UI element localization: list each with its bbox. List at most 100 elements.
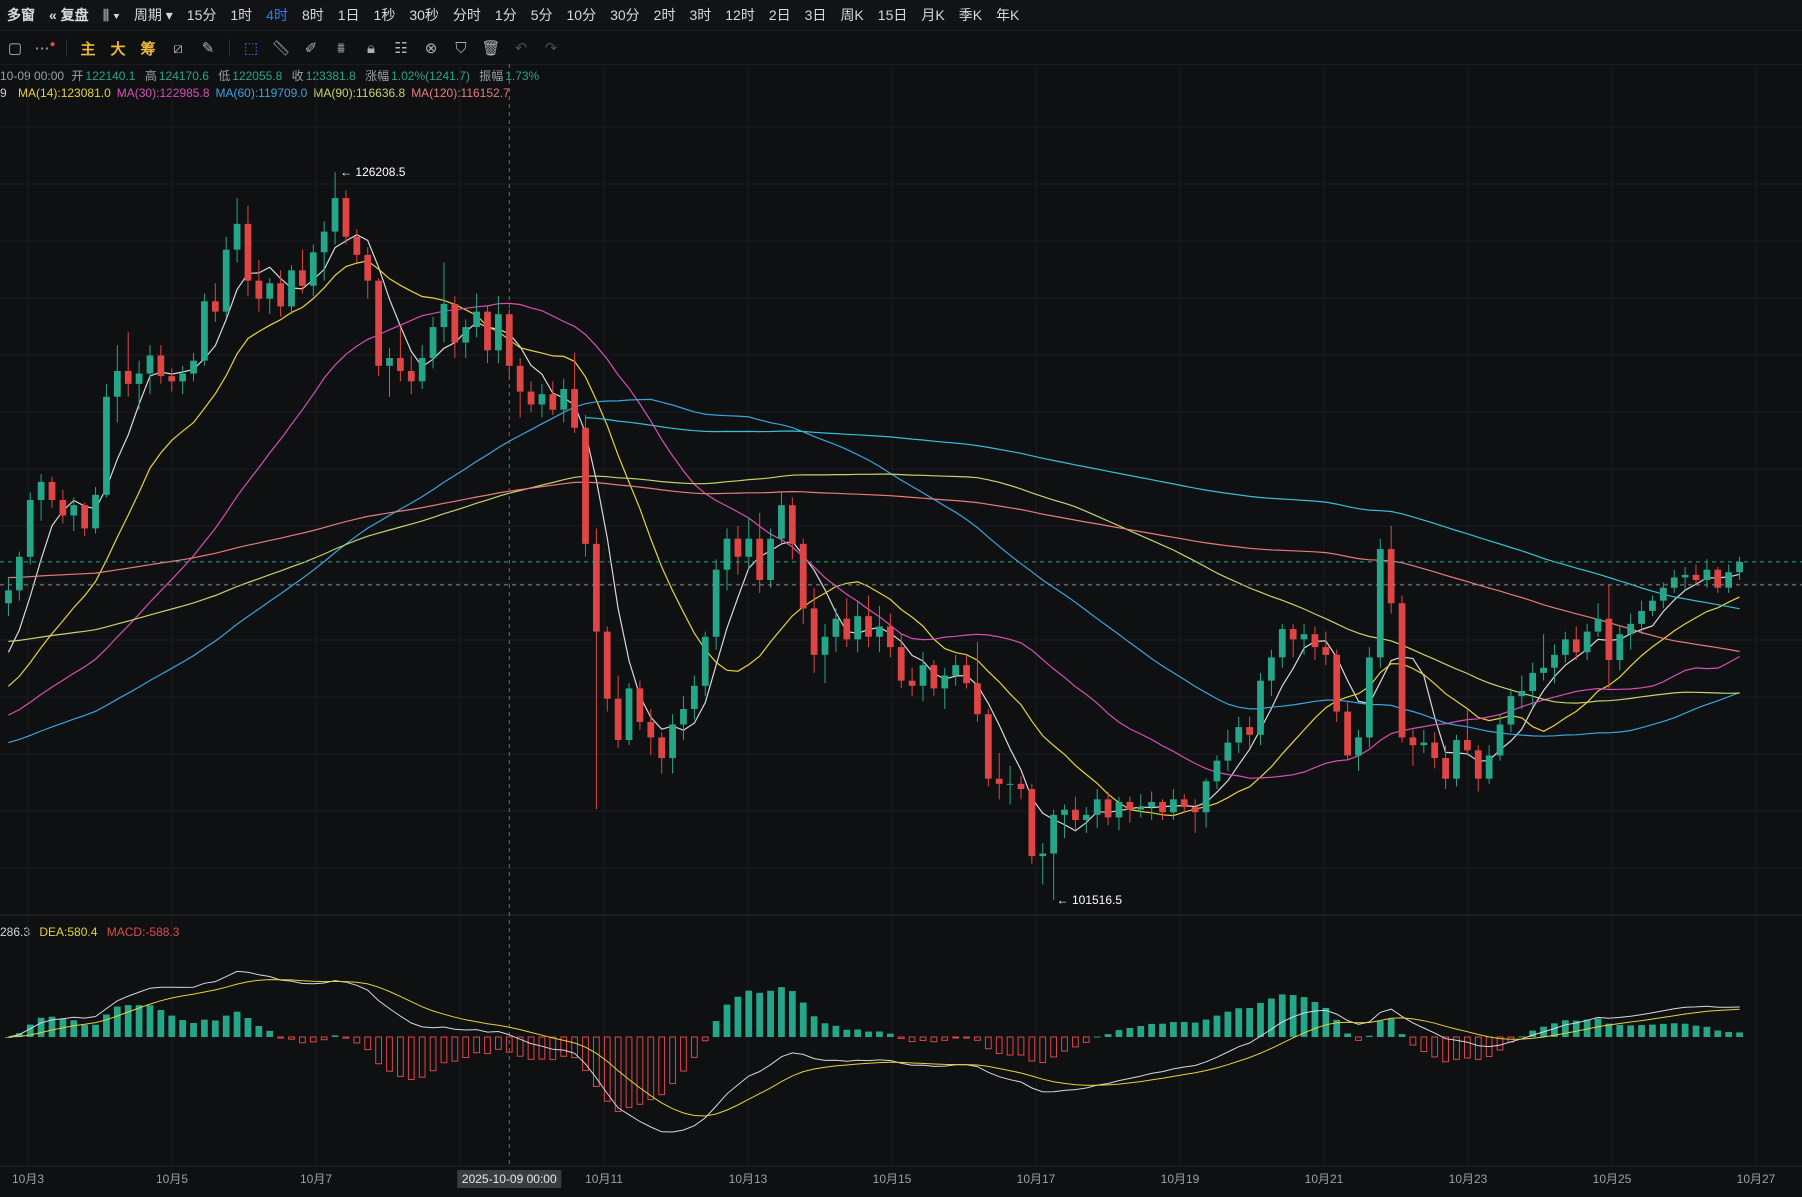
- period-item-11[interactable]: 1分: [494, 7, 517, 23]
- period-item-6[interactable]: 8时: [301, 7, 324, 23]
- candle-body: [843, 618, 851, 640]
- period-item-20[interactable]: 周K: [840, 7, 864, 23]
- macd-bar: [59, 1018, 67, 1037]
- macd-bar: [865, 1031, 872, 1037]
- x-tick-label: 10月19: [1161, 1172, 1200, 1186]
- magnet-icon[interactable]: ⊗: [424, 40, 438, 57]
- period-item-9[interactable]: 30秒: [409, 7, 439, 23]
- draw-icon[interactable]: ⧄: [173, 39, 183, 57]
- candle-body: [1333, 654, 1341, 712]
- candle-body: [440, 303, 448, 328]
- period-item-23[interactable]: 季K: [958, 7, 983, 23]
- amplitude-value: 1.73%: [505, 69, 540, 83]
- redo-icon[interactable]: ↷: [544, 40, 558, 57]
- period-item-22[interactable]: 月K: [921, 7, 945, 23]
- macd-bar: [1093, 1036, 1101, 1038]
- chip-button[interactable]: 筹: [140, 40, 156, 58]
- macd-bar: [1355, 1036, 1362, 1041]
- main-indicator-button[interactable]: 主: [80, 40, 96, 58]
- macd-bar: [778, 987, 785, 1037]
- candle-body: [266, 283, 274, 299]
- candle-body: [5, 590, 12, 604]
- macd-bar: [1148, 1023, 1156, 1037]
- period-item-5[interactable]: 4时: [266, 7, 288, 23]
- brush-icon[interactable]: ✎: [201, 40, 215, 57]
- macd-bar: [1137, 1026, 1145, 1037]
- period-item-19[interactable]: 3日: [804, 7, 827, 23]
- period-item-3[interactable]: 15分: [186, 7, 217, 23]
- macd-bar: [1583, 1019, 1591, 1037]
- period-item-10[interactable]: 分时: [452, 7, 481, 23]
- candle-body: [876, 626, 883, 637]
- macd-bar: [1072, 1036, 1079, 1048]
- cursor-icon[interactable]: ⬚: [243, 40, 259, 57]
- filter-icon[interactable]: ⛉: [455, 39, 467, 57]
- period-item-2[interactable]: 周期 ▾: [133, 7, 173, 23]
- note-icon[interactable]: ☷: [394, 40, 408, 57]
- macd-pane: [5, 970, 1743, 1133]
- period-item-8[interactable]: 1秒: [373, 7, 396, 23]
- candle-body: [255, 280, 263, 299]
- lock-icon[interactable]: 🔒︎: [367, 39, 375, 57]
- x-tick-label: 10月13: [729, 1172, 768, 1186]
- candle-body: [26, 500, 34, 557]
- macd-bar: [5, 1037, 12, 1038]
- period-item-13[interactable]: 10分: [566, 7, 597, 23]
- period-item-0[interactable]: 多窗: [7, 7, 35, 23]
- macd-bar: [1409, 1036, 1417, 1046]
- period-item-7[interactable]: 1日: [337, 7, 360, 23]
- candle-body: [81, 505, 89, 529]
- ma-line-90: [8, 473, 1740, 704]
- period-item-1[interactable]: « 复盘: [49, 7, 89, 23]
- candle-body: [1453, 740, 1460, 779]
- macd-bar: [418, 1036, 426, 1078]
- pen-icon[interactable]: ✐: [304, 40, 318, 57]
- macd-bar: [1714, 1030, 1722, 1037]
- period-item-18[interactable]: 2日: [768, 7, 791, 23]
- candle-body: [701, 636, 709, 686]
- period-item-15[interactable]: 2时: [653, 7, 676, 23]
- ma-label-3: MA(90):116636.8: [313, 86, 406, 100]
- x-tick-label: 10月11: [585, 1172, 623, 1186]
- period-item-17[interactable]: 12时: [725, 7, 755, 23]
- trash-icon[interactable]: 🗑︎: [481, 40, 501, 57]
- ohlc-date: 10-09 00:00: [0, 69, 65, 83]
- candle-body: [1507, 696, 1515, 725]
- candle-body: [799, 543, 807, 609]
- x-tick-label: 10月21: [1305, 1172, 1344, 1186]
- macd-bar: [734, 996, 742, 1037]
- period-item-14[interactable]: 30分: [610, 7, 640, 23]
- period-item-24[interactable]: 年K: [996, 7, 1020, 23]
- candle-body: [1551, 654, 1558, 668]
- macd-bar: [15, 1033, 23, 1037]
- more-icon[interactable]: ⋯●: [34, 39, 56, 57]
- period-item-4[interactable]: 1时: [230, 7, 253, 23]
- close-label: 收: [291, 69, 304, 83]
- candle-type-icon[interactable]: ⫼ ▾: [102, 6, 120, 23]
- ruler-icon[interactable]: 📏︎: [271, 40, 291, 57]
- undo-icon[interactable]: ↶: [514, 40, 528, 57]
- macd-bar: [353, 1036, 361, 1044]
- pattern-icon[interactable]: ⩩: [336, 39, 345, 57]
- candle-body: [767, 538, 774, 580]
- grid: [0, 64, 1802, 1165]
- candle-body: [1246, 727, 1253, 735]
- macd-bar: [1453, 1036, 1460, 1060]
- big-order-button[interactable]: 大: [110, 40, 126, 58]
- x-tick-label: 10月3: [12, 1172, 44, 1186]
- period-item-12[interactable]: 5分: [530, 7, 553, 23]
- macd-bar: [1017, 1036, 1025, 1056]
- macd-bar: [1224, 1011, 1232, 1037]
- dea-line: [8, 979, 1740, 1117]
- candle-body: [560, 389, 568, 410]
- period-item-21[interactable]: 15日: [877, 7, 908, 23]
- square-icon[interactable]: ▢: [7, 40, 23, 57]
- period-item-16[interactable]: 3时: [689, 7, 712, 23]
- candle-body: [1017, 783, 1025, 790]
- macd-bar: [190, 1023, 197, 1037]
- x-tick-label: 10月17: [1017, 1172, 1056, 1186]
- candle-body: [1583, 631, 1591, 653]
- candle-body: [1398, 603, 1406, 738]
- candles: [5, 172, 1743, 900]
